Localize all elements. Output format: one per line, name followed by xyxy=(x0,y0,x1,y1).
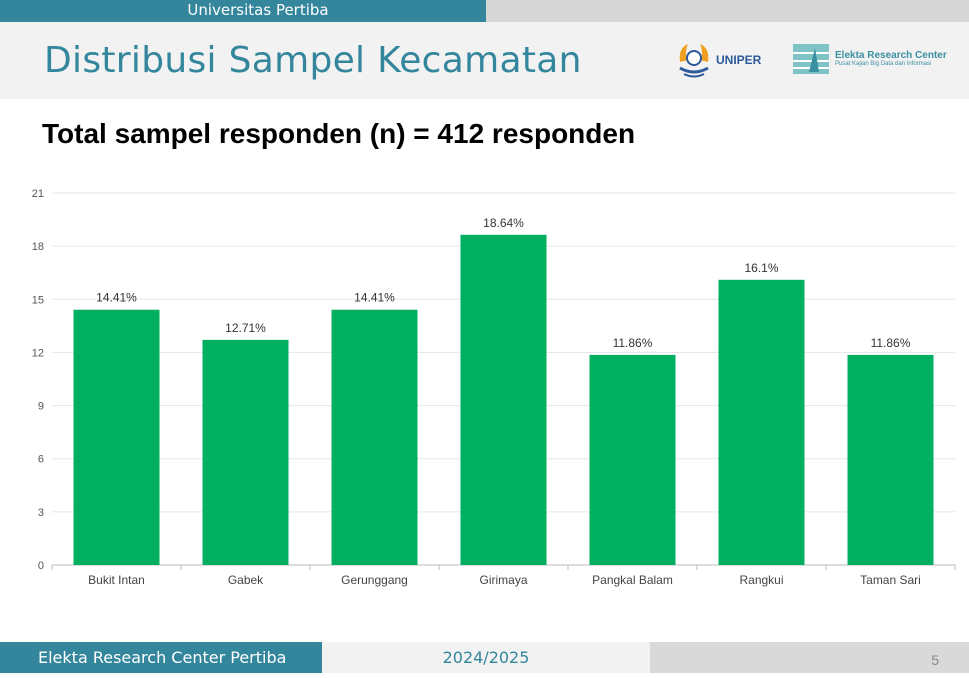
data-label: 18.64% xyxy=(483,216,524,230)
uniper-logo: UNIPER xyxy=(676,40,761,80)
y-tick-label: 15 xyxy=(32,294,44,306)
x-tick-label: Pangkal Balam xyxy=(592,573,673,587)
bar xyxy=(847,354,934,565)
x-tick-label: Taman Sari xyxy=(860,573,921,587)
top-bar: Universitas Pertiba xyxy=(0,0,486,22)
y-tick-label: 21 xyxy=(32,188,44,200)
data-label: 14.41% xyxy=(354,291,395,305)
bar xyxy=(202,339,289,565)
x-tick-label: Gabek xyxy=(228,573,264,587)
y-tick-label: 3 xyxy=(38,507,44,519)
bar xyxy=(460,234,547,565)
sample-total: Total sampel responden (n) = 412 respond… xyxy=(42,118,636,149)
elekta-emblem-icon xyxy=(793,44,829,74)
footer-organization: Elekta Research Center Pertiba xyxy=(0,642,322,673)
y-tick-label: 0 xyxy=(38,560,44,572)
uniper-emblem-icon xyxy=(679,44,709,78)
elekta-logo-subtitle: Pusat Kajian Big Data dan Informasi xyxy=(835,61,932,67)
x-tick-label: Gerunggang xyxy=(341,573,408,587)
elekta-logo: Elekta Research Center Pusat Kajian Big … xyxy=(793,44,947,74)
bar-chart: 0 3 6 9 12 15 18 21 14.41% Bukit Intan 12.71% Gabek… xyxy=(32,188,956,587)
bar xyxy=(589,354,676,565)
elekta-logo-name: Elekta Research Center xyxy=(835,50,947,61)
bar xyxy=(718,279,805,565)
footer-year: 2024/2025 xyxy=(322,642,650,673)
bar xyxy=(73,309,160,565)
page-title: Distribusi Sampel Kecamatan xyxy=(44,40,582,81)
data-label: 11.86% xyxy=(613,336,653,350)
x-tick-label: Bukit Intan xyxy=(88,573,145,587)
bar xyxy=(331,309,418,565)
data-label: 14.41% xyxy=(96,291,137,305)
x-tick-label: Rangkui xyxy=(739,573,783,587)
y-tick-label: 9 xyxy=(38,401,44,413)
y-tick-label: 12 xyxy=(32,347,44,359)
top-bar-gray xyxy=(486,0,969,22)
data-label: 12.71% xyxy=(225,321,266,335)
x-tick-label: Girimaya xyxy=(479,573,527,587)
uniper-logo-text: UNIPER xyxy=(716,53,762,67)
y-tick-label: 18 xyxy=(32,241,44,253)
footer-page-number: 5 xyxy=(650,642,969,673)
data-label: 16.1% xyxy=(744,261,778,275)
y-tick-label: 6 xyxy=(38,454,44,466)
university-name: Universitas Pertiba xyxy=(187,1,329,19)
data-label: 11.86% xyxy=(871,336,911,350)
